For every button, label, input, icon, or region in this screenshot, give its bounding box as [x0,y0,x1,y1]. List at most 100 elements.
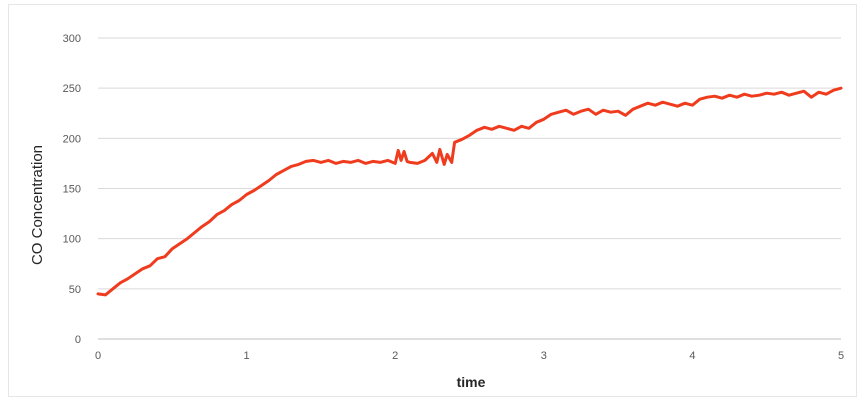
data-point [397,149,400,152]
y-tick-label: 300 [63,33,81,45]
data-point [743,93,746,95]
y-tick-label: 50 [69,284,81,296]
data-point [780,91,783,93]
data-point [164,255,166,258]
series-line [96,86,843,297]
x-tick-labels: 0 1 2 3 4 5 [95,350,844,362]
data-point [149,265,151,267]
data-point [810,96,813,98]
y-tick-label: 250 [63,83,81,95]
data-point [773,93,775,95]
data-point [409,161,411,164]
data-point [443,163,446,166]
data-point [476,129,478,132]
data-point [602,109,604,111]
data-point [617,110,619,112]
data-point [186,237,188,240]
x-tick-label: 2 [392,350,398,362]
data-point [431,152,434,155]
data-point [795,92,798,94]
y-tick-labels: 0 50 100 150 200 250 300 [63,33,81,346]
x-tick-label: 1 [244,350,250,362]
data-point [654,104,657,106]
data-point [728,94,731,96]
data-point [223,209,226,212]
gridlines [98,37,841,340]
data-point [208,220,211,223]
data-point [825,93,827,95]
co-concentration-line-chart: 0 50 100 150 200 250 300 0 1 2 3 4 5 time CO Concen… [29,33,844,390]
data-point [468,134,471,137]
data-point [736,96,738,98]
data-point [171,247,174,250]
data-point [565,109,567,111]
data-point [364,162,367,165]
data-point [713,95,716,97]
data-point [320,161,322,164]
data-point [513,129,515,132]
data-point [580,110,582,112]
data-point [305,160,307,163]
data-point [424,159,426,162]
data-point [201,225,203,228]
data-point [624,114,627,117]
x-axis-title: time [457,374,486,390]
series-layer [96,86,843,297]
data-point [216,213,218,216]
data-point [758,94,761,96]
data-point [349,161,352,164]
data-point [230,203,233,206]
data-point [676,105,679,107]
x-tick-label: 5 [838,350,844,362]
data-point [126,278,129,280]
data-point [491,128,493,131]
data-point [699,98,701,100]
data-point [290,165,293,168]
x-tick-label: 0 [95,350,101,362]
data-point [275,173,278,176]
y-tick-label: 0 [75,334,81,346]
data-point [461,138,463,141]
data-point [357,159,359,162]
data-point [669,103,671,105]
data-point [840,87,842,89]
y-axis-title: CO Concentration [29,145,46,265]
data-point [706,96,709,98]
data-point [104,294,107,296]
data-point [283,169,285,172]
data-point [446,153,449,156]
data-point [535,121,538,124]
data-point [439,148,441,151]
data-point [483,126,486,129]
data-point [632,108,634,110]
data-point [238,199,240,202]
data-point [178,242,181,245]
data-point [156,257,159,260]
data-point [751,95,753,97]
data-point [661,101,664,103]
data-point [387,159,389,162]
data-point [691,104,694,106]
data-point [543,118,545,121]
data-point [260,184,263,187]
data-point [832,89,835,91]
data-point [803,90,805,92]
data-point [141,268,144,270]
data-point [498,125,501,128]
data-point [403,150,405,153]
data-point [406,160,408,163]
data-point [193,231,196,234]
data-point [400,159,402,162]
data-point [297,163,300,166]
data-point [394,162,397,165]
data-point [327,159,330,162]
data-point [684,102,686,104]
data-point [134,273,136,275]
data-point [416,162,419,165]
data-point [253,189,255,192]
x-tick-label: 4 [689,350,695,362]
data-point [112,288,114,290]
y-tick-label: 150 [63,184,81,196]
data-point [268,179,270,182]
data-point [817,91,820,93]
